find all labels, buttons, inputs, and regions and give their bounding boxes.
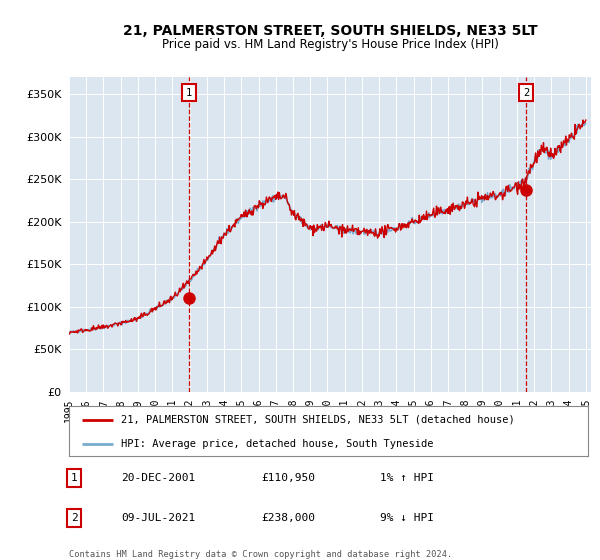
Text: £238,000: £238,000 (261, 513, 315, 523)
Text: 2: 2 (523, 87, 529, 97)
Text: Contains HM Land Registry data © Crown copyright and database right 2024.
This d: Contains HM Land Registry data © Crown c… (69, 550, 452, 560)
Text: 1: 1 (71, 473, 77, 483)
Text: Price paid vs. HM Land Registry's House Price Index (HPI): Price paid vs. HM Land Registry's House … (161, 38, 499, 52)
Text: 9% ↓ HPI: 9% ↓ HPI (380, 513, 434, 523)
Text: 21, PALMERSTON STREET, SOUTH SHIELDS, NE33 5LT: 21, PALMERSTON STREET, SOUTH SHIELDS, NE… (122, 24, 538, 38)
Text: 1% ↑ HPI: 1% ↑ HPI (380, 473, 434, 483)
Text: 1: 1 (186, 87, 192, 97)
Text: 20-DEC-2001: 20-DEC-2001 (121, 473, 195, 483)
Text: 09-JUL-2021: 09-JUL-2021 (121, 513, 195, 523)
Text: 21, PALMERSTON STREET, SOUTH SHIELDS, NE33 5LT (detached house): 21, PALMERSTON STREET, SOUTH SHIELDS, NE… (121, 414, 515, 424)
Text: £110,950: £110,950 (261, 473, 315, 483)
Text: 2: 2 (71, 513, 77, 523)
Text: HPI: Average price, detached house, South Tyneside: HPI: Average price, detached house, Sout… (121, 439, 433, 449)
